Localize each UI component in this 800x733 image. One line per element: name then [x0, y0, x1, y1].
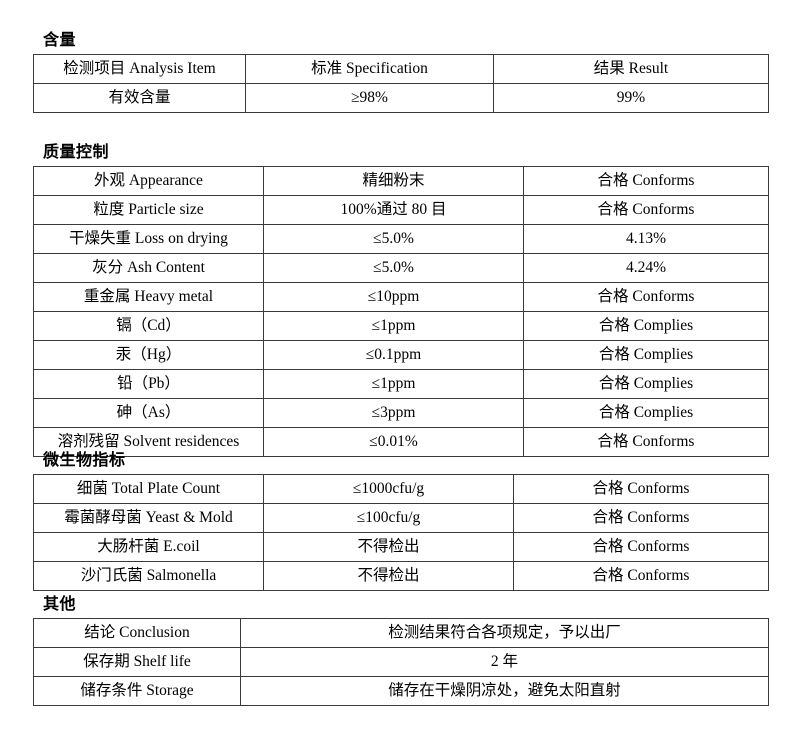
section-content: 含量 检测项目 Analysis Item 标准 Specification 结…: [33, 30, 769, 113]
table-row: 保存期 Shelf life 2 年: [33, 647, 769, 677]
section-heading-other: 其他: [43, 594, 77, 613]
table-microbiology: 细菌 Total Plate Count ≤1000cfu/g 合格 Confo…: [33, 474, 769, 591]
table-quality-control: 外观 Appearance 精细粉末 合格 Conforms 粒度 Partic…: [33, 166, 769, 457]
cell-spec: ≤10ppm: [263, 282, 524, 312]
table-row: 重金属 Heavy metal ≤10ppm 合格 Conforms: [33, 282, 769, 312]
table-row: 有效含量 ≥98% 99%: [33, 83, 769, 113]
cell-item: 外观 Appearance: [33, 166, 264, 196]
section-heading-quality-control: 质量控制: [43, 142, 110, 161]
cell-value: 储存在干燥阴凉处，避免太阳直射: [240, 676, 769, 706]
table-other: 结论 Conclusion 检测结果符合各项规定，予以出厂 保存期 Shelf …: [33, 618, 769, 706]
table-row: 灰分 Ash Content ≤5.0% 4.24%: [33, 253, 769, 283]
table-row: 砷（As） ≤3ppm 合格 Complies: [33, 398, 769, 428]
table-row: 粒度 Particle size 100%通过 80 目 合格 Conforms: [33, 195, 769, 225]
cell-result: 合格 Conforms: [513, 503, 769, 533]
cell-result: 合格 Complies: [523, 340, 769, 370]
column-header-analysis-item: 检测项目 Analysis Item: [33, 54, 246, 84]
cell-result: 4.13%: [523, 224, 769, 254]
table-row: 检测项目 Analysis Item 标准 Specification 结果 R…: [33, 54, 769, 84]
cell-item: 大肠杆菌 E.coil: [33, 532, 264, 562]
cell-item: 铅（Pb）: [33, 369, 264, 399]
cell-result: 合格 Conforms: [523, 166, 769, 196]
section-other: 其他 结论 Conclusion 检测结果符合各项规定，予以出厂 保存期 She…: [33, 594, 769, 706]
section-quality-control: 质量控制 外观 Appearance 精细粉末 合格 Conforms 粒度 P…: [33, 142, 769, 457]
cell-spec: 精细粉末: [263, 166, 524, 196]
cell-spec: ≤3ppm: [263, 398, 524, 428]
cell-item: 溶剂残留 Solvent residences: [33, 427, 264, 457]
cell-result: 合格 Conforms: [513, 474, 769, 504]
cell-item: 干燥失重 Loss on drying: [33, 224, 264, 254]
cell-item: 汞（Hg）: [33, 340, 264, 370]
cell-item: 霉菌酵母菌 Yeast & Mold: [33, 503, 264, 533]
table-row: 干燥失重 Loss on drying ≤5.0% 4.13%: [33, 224, 769, 254]
table-row: 溶剂残留 Solvent residences ≤0.01% 合格 Confor…: [33, 427, 769, 457]
cell-item: 重金属 Heavy metal: [33, 282, 264, 312]
table-content: 检测项目 Analysis Item 标准 Specification 结果 R…: [33, 54, 769, 113]
cell-result: 合格 Conforms: [523, 195, 769, 225]
cell-item: 结论 Conclusion: [33, 618, 241, 648]
column-header-result: 结果 Result: [493, 54, 769, 84]
cell-item: 有效含量: [33, 83, 246, 113]
section-heading-content: 含量: [43, 30, 77, 49]
cell-result: 合格 Complies: [523, 311, 769, 341]
cell-item: 沙门氏菌 Salmonella: [33, 561, 264, 591]
table-row: 细菌 Total Plate Count ≤1000cfu/g 合格 Confo…: [33, 474, 769, 504]
cell-spec: ≥98%: [245, 83, 494, 113]
section-heading-microbiology: 微生物指标: [43, 450, 126, 469]
cell-spec: ≤1ppm: [263, 369, 524, 399]
cell-result: 合格 Conforms: [523, 427, 769, 457]
cell-spec: ≤5.0%: [263, 224, 524, 254]
table-row: 储存条件 Storage 储存在干燥阴凉处，避免太阳直射: [33, 676, 769, 706]
cell-spec: ≤0.01%: [263, 427, 524, 457]
cell-result: 合格 Conforms: [523, 282, 769, 312]
table-row: 结论 Conclusion 检测结果符合各项规定，予以出厂: [33, 618, 769, 648]
cell-spec: 不得检出: [263, 561, 514, 591]
cell-item: 镉（Cd）: [33, 311, 264, 341]
cell-item: 灰分 Ash Content: [33, 253, 264, 283]
cell-item: 砷（As）: [33, 398, 264, 428]
cell-item: 粒度 Particle size: [33, 195, 264, 225]
table-row: 沙门氏菌 Salmonella 不得检出 合格 Conforms: [33, 561, 769, 591]
cell-spec: 100%通过 80 目: [263, 195, 524, 225]
column-header-specification: 标准 Specification: [245, 54, 494, 84]
cell-value: 检测结果符合各项规定，予以出厂: [240, 618, 769, 648]
section-microbiology: 微生物指标 细菌 Total Plate Count ≤1000cfu/g 合格…: [33, 450, 769, 591]
table-row: 镉（Cd） ≤1ppm 合格 Complies: [33, 311, 769, 341]
cell-value: 2 年: [240, 647, 769, 677]
cell-item: 细菌 Total Plate Count: [33, 474, 264, 504]
cell-result: 合格 Complies: [523, 369, 769, 399]
table-row: 汞（Hg） ≤0.1ppm 合格 Complies: [33, 340, 769, 370]
cell-spec: ≤5.0%: [263, 253, 524, 283]
cell-result: 合格 Complies: [523, 398, 769, 428]
cell-spec: ≤1ppm: [263, 311, 524, 341]
cell-item: 保存期 Shelf life: [33, 647, 241, 677]
cell-spec: ≤0.1ppm: [263, 340, 524, 370]
cell-result: 合格 Conforms: [513, 532, 769, 562]
cell-spec: 不得检出: [263, 532, 514, 562]
table-row: 铅（Pb） ≤1ppm 合格 Complies: [33, 369, 769, 399]
cell-result: 4.24%: [523, 253, 769, 283]
cell-result: 99%: [493, 83, 769, 113]
table-row: 霉菌酵母菌 Yeast & Mold ≤100cfu/g 合格 Conforms: [33, 503, 769, 533]
cell-result: 合格 Conforms: [513, 561, 769, 591]
table-row: 大肠杆菌 E.coil 不得检出 合格 Conforms: [33, 532, 769, 562]
table-row: 外观 Appearance 精细粉末 合格 Conforms: [33, 166, 769, 196]
cell-spec: ≤1000cfu/g: [263, 474, 514, 504]
cell-item: 储存条件 Storage: [33, 676, 241, 706]
cell-spec: ≤100cfu/g: [263, 503, 514, 533]
